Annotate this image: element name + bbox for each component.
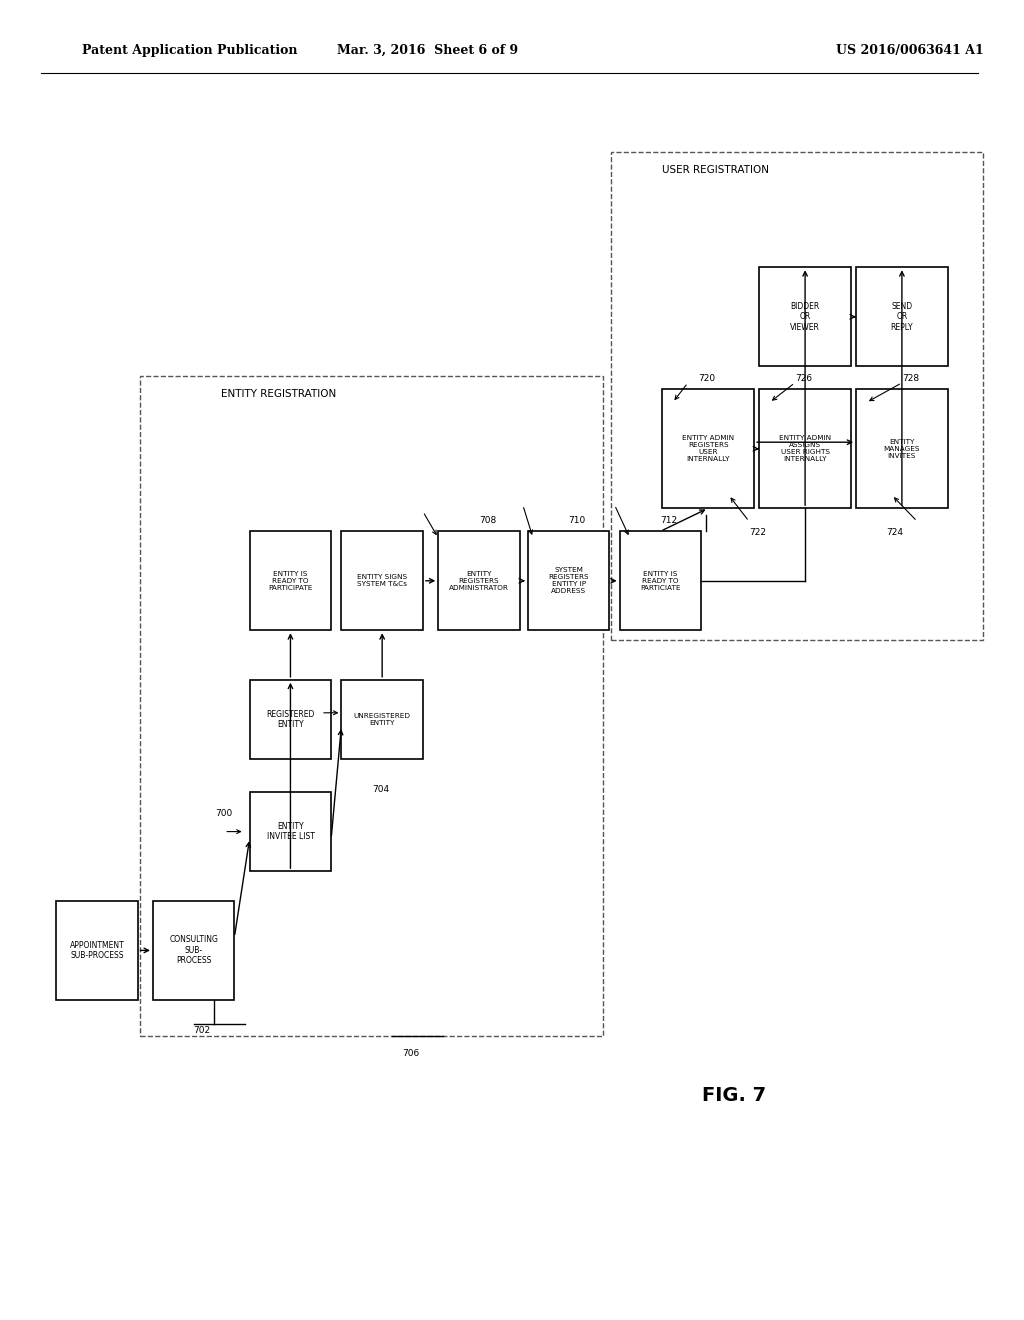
Text: US 2016/0063641 A1: US 2016/0063641 A1	[836, 44, 983, 57]
Text: 728: 728	[902, 374, 919, 383]
Text: BIDDER
OR
VIEWER: BIDDER OR VIEWER	[791, 302, 820, 331]
Text: ENTITY
REGISTERS
ADMINISTRATOR: ENTITY REGISTERS ADMINISTRATOR	[450, 570, 509, 591]
Text: UNREGISTERED
ENTITY: UNREGISTERED ENTITY	[353, 713, 411, 726]
Text: 724: 724	[887, 528, 903, 537]
Text: 708: 708	[479, 516, 497, 524]
FancyBboxPatch shape	[341, 680, 423, 759]
FancyBboxPatch shape	[153, 900, 234, 1001]
Text: FIG. 7: FIG. 7	[701, 1086, 766, 1105]
FancyBboxPatch shape	[856, 267, 948, 366]
Text: 710: 710	[568, 516, 586, 524]
Text: APPOINTMENT
SUB-PROCESS: APPOINTMENT SUB-PROCESS	[70, 941, 124, 960]
Text: ENTITY REGISTRATION: ENTITY REGISTRATION	[221, 389, 337, 400]
Text: SEND
OR
REPLY: SEND OR REPLY	[891, 302, 913, 331]
Text: Mar. 3, 2016  Sheet 6 of 9: Mar. 3, 2016 Sheet 6 of 9	[338, 44, 518, 57]
FancyBboxPatch shape	[856, 389, 948, 508]
FancyBboxPatch shape	[438, 531, 520, 630]
Text: ENTITY SIGNS
SYSTEM T&Cs: ENTITY SIGNS SYSTEM T&Cs	[357, 574, 408, 587]
Text: 722: 722	[749, 528, 766, 537]
FancyBboxPatch shape	[759, 389, 851, 508]
FancyBboxPatch shape	[250, 680, 331, 759]
Text: ENTITY IS
READY TO
PARTICIPATE: ENTITY IS READY TO PARTICIPATE	[268, 570, 312, 591]
Text: 726: 726	[795, 374, 812, 383]
FancyBboxPatch shape	[528, 531, 609, 630]
FancyBboxPatch shape	[759, 267, 851, 366]
Text: 702: 702	[194, 1027, 211, 1035]
FancyBboxPatch shape	[250, 792, 331, 871]
Text: 720: 720	[698, 374, 715, 383]
FancyBboxPatch shape	[663, 389, 754, 508]
Text: 704: 704	[372, 785, 389, 795]
Text: ENTITY
INVITEE LIST: ENTITY INVITEE LIST	[266, 822, 314, 841]
Text: REGISTERED
ENTITY: REGISTERED ENTITY	[266, 710, 314, 729]
Text: CONSULTING
SUB-
PROCESS: CONSULTING SUB- PROCESS	[169, 936, 218, 965]
Text: ENTITY ADMIN
REGISTERS
USER
INTERNALLY: ENTITY ADMIN REGISTERS USER INTERNALLY	[682, 436, 734, 462]
Text: ENTITY
MANAGES
INVITES: ENTITY MANAGES INVITES	[884, 438, 921, 459]
FancyBboxPatch shape	[341, 531, 423, 630]
Text: ENTITY IS
READY TO
PARTICIATE: ENTITY IS READY TO PARTICIATE	[640, 570, 681, 591]
Text: SYSTEM
REGISTERS
ENTITY IP
ADDRESS: SYSTEM REGISTERS ENTITY IP ADDRESS	[548, 568, 589, 594]
Text: Patent Application Publication: Patent Application Publication	[82, 44, 297, 57]
Text: 706: 706	[402, 1049, 420, 1059]
Text: USER REGISTRATION: USER REGISTRATION	[663, 165, 769, 176]
FancyBboxPatch shape	[620, 531, 701, 630]
FancyBboxPatch shape	[250, 531, 331, 630]
Text: 700: 700	[216, 809, 232, 818]
Text: 712: 712	[660, 516, 678, 524]
Text: ENTITY ADMIN
ASSIGNS
USER RIGHTS
INTERNALLY: ENTITY ADMIN ASSIGNS USER RIGHTS INTERNA…	[779, 436, 831, 462]
FancyBboxPatch shape	[56, 900, 137, 1001]
